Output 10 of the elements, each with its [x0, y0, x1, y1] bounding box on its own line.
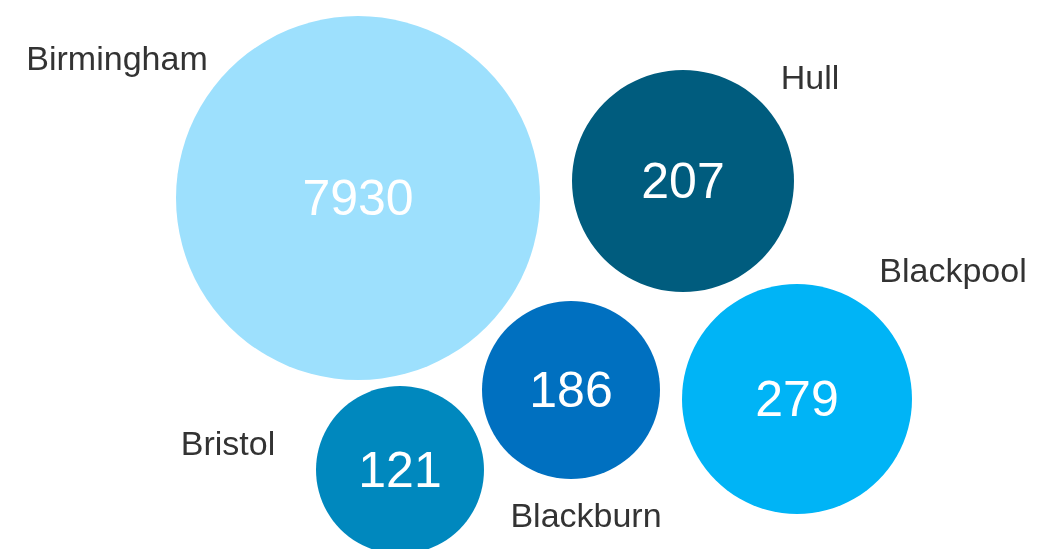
data-label: 121	[358, 442, 442, 498]
data-label: 279	[755, 371, 839, 427]
category-label: Blackburn	[510, 496, 662, 534]
data-label: 186	[529, 362, 613, 418]
category-label: Hull	[780, 58, 840, 96]
category-label: Blackpool	[879, 251, 1027, 289]
data-label: 7930	[302, 170, 414, 226]
category-label: Bristol	[180, 424, 276, 462]
data-label: 207	[641, 153, 725, 209]
category-label: Birmingham	[26, 39, 208, 77]
